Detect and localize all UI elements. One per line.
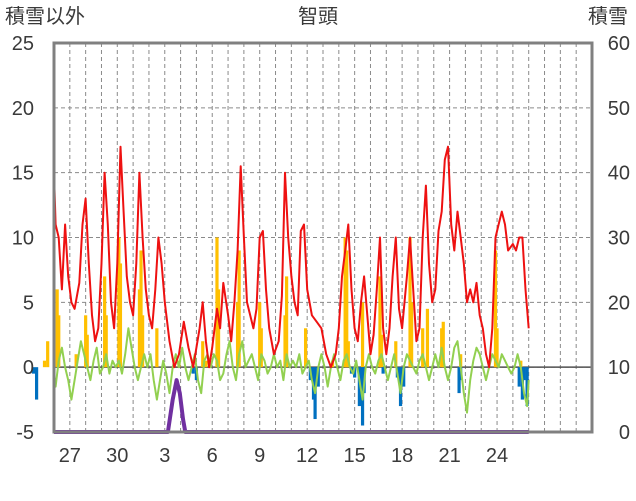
line-layer xyxy=(53,145,530,434)
yellow-bar xyxy=(285,276,289,368)
blue-bar xyxy=(522,367,526,381)
y-left-tick-label: 0 xyxy=(23,357,34,379)
y-right-tick-label: 30 xyxy=(608,228,630,250)
x-tick-label: 6 xyxy=(207,445,218,467)
yellow-bar xyxy=(360,302,365,368)
x-tick-label: 18 xyxy=(391,445,413,467)
y-left-tick-label: 5 xyxy=(23,292,34,314)
yellow-bar xyxy=(394,341,398,368)
yellow-bar xyxy=(46,341,50,368)
yellow-bar xyxy=(495,328,499,368)
yellow-bar xyxy=(346,341,350,368)
yellow-bar xyxy=(216,289,221,368)
y-left-tick-label: 25 xyxy=(12,33,34,55)
green-series-line xyxy=(53,327,530,414)
yellow-bar xyxy=(441,321,445,368)
y-left-tick-label: 15 xyxy=(12,163,34,185)
blue-bar xyxy=(34,367,39,400)
y-right-tick-label: 50 xyxy=(608,98,630,120)
blue-bar xyxy=(357,367,361,407)
blue-bar xyxy=(517,367,521,387)
red-series-line xyxy=(53,145,530,369)
x-tick-label: 12 xyxy=(296,445,318,467)
yellow-bar xyxy=(42,360,47,368)
yellow-bar xyxy=(139,250,143,368)
y-left-tick-label: -5 xyxy=(16,422,34,444)
x-tick-label: 27 xyxy=(59,445,81,467)
yellow-bar xyxy=(85,334,89,368)
y-right-tick-label: 60 xyxy=(608,33,630,55)
yellow-bar xyxy=(237,250,241,368)
y-left-tick-label: 10 xyxy=(12,228,34,250)
yellow-bar xyxy=(57,315,61,368)
chart-title: 智頭 xyxy=(298,6,338,28)
blue-bar xyxy=(316,367,320,387)
blue-bar xyxy=(353,367,357,378)
purple-series-line xyxy=(54,378,529,434)
yellow-bar xyxy=(345,250,349,368)
right-axis-label: 積雪 xyxy=(588,6,628,28)
blue-bar xyxy=(381,367,385,374)
yellow-bar xyxy=(104,315,108,368)
x-tick-label: 24 xyxy=(486,445,508,467)
plot-frame xyxy=(52,41,594,434)
tick-layer: -5 0 5 10 15 20 25 0 10 20 30 40 50 60 27 30 3 6 9 12 15 18 21… xyxy=(12,33,630,467)
y-right-tick-label: 10 xyxy=(608,357,630,379)
blue-bar xyxy=(402,367,406,387)
blue-bar xyxy=(525,367,529,407)
x-tick-label: 15 xyxy=(344,445,366,467)
yellow-bar xyxy=(303,328,308,368)
yellow-bar xyxy=(493,250,498,368)
blue-bar xyxy=(31,367,36,374)
y-left-tick-label: 20 xyxy=(12,98,34,120)
yellow-bar xyxy=(74,354,78,368)
blue-bar xyxy=(191,367,195,374)
x-tick-label: 30 xyxy=(106,445,128,467)
yellow-bar xyxy=(378,276,382,368)
frame-layer xyxy=(52,41,594,434)
yellow-bar xyxy=(155,328,159,368)
yellow-bar xyxy=(379,334,384,368)
yellow-bar xyxy=(204,360,208,368)
yellow-bar xyxy=(410,302,414,368)
yellow-bar xyxy=(201,341,205,368)
y-right-tick-label: 0 xyxy=(619,422,630,444)
x-tick-label: 3 xyxy=(159,445,170,467)
x-tick-label: 21 xyxy=(438,445,460,467)
yellow-bar xyxy=(421,328,425,368)
yellow-bar xyxy=(118,263,123,368)
x-tick-label: 9 xyxy=(254,445,265,467)
yellow-bar xyxy=(141,315,145,368)
yellow-bar xyxy=(425,308,430,368)
left-axis-label: 積雪以外 xyxy=(5,6,85,28)
y-right-tick-label: 40 xyxy=(608,163,630,185)
yellow-bar xyxy=(259,328,263,368)
y-right-tick-label: 20 xyxy=(608,292,630,314)
